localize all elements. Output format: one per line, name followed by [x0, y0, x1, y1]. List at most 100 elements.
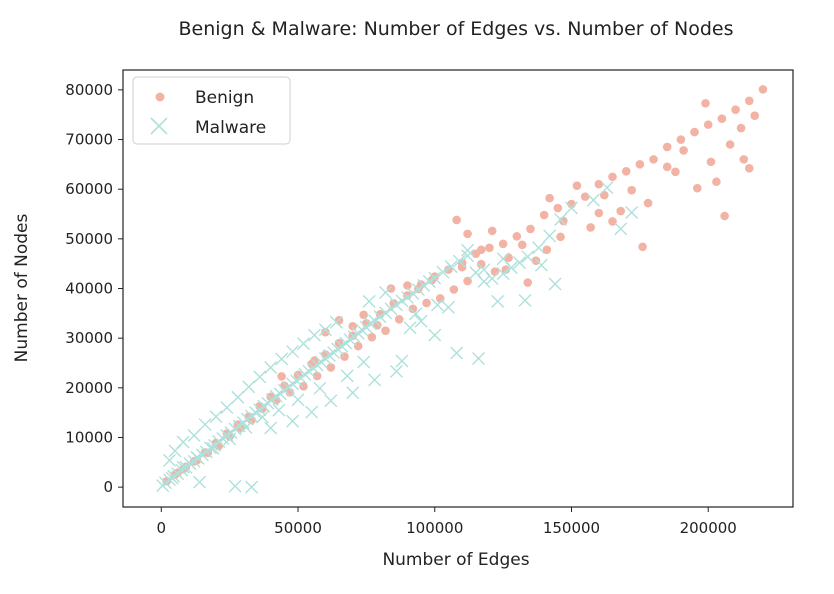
point-benign: [299, 382, 308, 391]
point-malware: [228, 479, 242, 493]
point-malware: [614, 222, 628, 236]
point-malware: [564, 201, 578, 215]
point-malware: [329, 315, 343, 329]
point-benign: [353, 341, 363, 351]
point-malware: [264, 360, 278, 374]
point-malware: [395, 354, 409, 368]
point-malware: [400, 290, 414, 304]
point-malware: [324, 394, 338, 408]
y-tick-label: 60000: [65, 180, 113, 198]
data-points: [156, 85, 768, 494]
legend-marker-malware: [150, 117, 168, 135]
point-benign: [476, 245, 486, 255]
x-tick-label: 150000: [543, 519, 600, 537]
point-benign: [690, 127, 699, 137]
point-benign: [277, 372, 286, 381]
y-tick-label: 30000: [65, 329, 113, 347]
point-malware: [220, 401, 234, 415]
point-malware: [389, 364, 403, 378]
point-malware: [600, 181, 614, 195]
point-malware: [193, 475, 207, 489]
point-benign: [403, 281, 412, 290]
point-benign: [348, 321, 358, 331]
point-benign: [736, 123, 746, 133]
point-malware: [362, 294, 376, 308]
point-malware: [417, 279, 431, 293]
point-malware: [625, 206, 639, 220]
point-benign: [580, 192, 590, 201]
y-tick-label: 80000: [65, 81, 113, 99]
y-tick-label: 70000: [65, 131, 113, 149]
point-benign: [394, 314, 404, 324]
point-malware: [286, 345, 300, 359]
point-benign: [523, 278, 533, 287]
point-benign: [367, 332, 377, 342]
point-benign: [485, 243, 494, 253]
point-malware: [477, 275, 491, 289]
point-malware: [165, 471, 179, 485]
point-malware: [286, 414, 300, 428]
point-malware: [162, 453, 176, 467]
point-malware: [496, 267, 510, 281]
point-malware: [346, 386, 360, 400]
point-benign: [457, 262, 467, 272]
point-malware: [414, 314, 428, 328]
point-benign: [310, 356, 319, 365]
series-malware: [156, 181, 639, 494]
point-benign: [553, 203, 563, 213]
point-malware: [450, 346, 464, 360]
point-benign: [386, 284, 396, 293]
point-benign: [463, 276, 472, 286]
point-malware: [272, 403, 286, 417]
point-benign: [487, 226, 497, 236]
point-benign: [643, 198, 653, 208]
point-malware: [411, 282, 425, 296]
y-tick-label: 40000: [65, 280, 113, 298]
point-benign: [326, 363, 336, 372]
point-malware: [513, 256, 527, 270]
x-tick-label: 200000: [680, 519, 737, 537]
y-tick-label: 50000: [65, 230, 113, 248]
legend-label-malware: Malware: [195, 118, 266, 138]
point-malware: [491, 294, 505, 308]
point-benign: [703, 120, 713, 129]
point-malware: [264, 421, 278, 435]
point-malware: [313, 381, 327, 395]
point-benign: [476, 259, 486, 269]
point-malware: [231, 390, 245, 404]
point-benign: [373, 320, 382, 330]
point-benign: [621, 167, 631, 176]
point-malware: [340, 369, 354, 383]
point-malware: [441, 300, 455, 314]
point-malware: [368, 314, 382, 328]
chart-title: Benign & Malware: Number of Edges vs. Nu…: [179, 18, 734, 40]
point-malware: [485, 272, 499, 286]
point-malware: [532, 241, 546, 255]
point-benign: [594, 208, 604, 218]
point-malware: [176, 460, 190, 474]
point-malware: [444, 260, 458, 274]
point-benign: [381, 326, 390, 336]
point-malware: [368, 373, 382, 387]
point-malware: [291, 393, 305, 407]
point-malware: [428, 271, 442, 285]
point-benign: [616, 206, 626, 216]
point-malware: [452, 254, 466, 268]
point-malware: [430, 298, 444, 312]
point-benign: [701, 98, 710, 108]
point-benign: [750, 111, 760, 120]
point-benign: [572, 181, 582, 191]
legend-marker-benign: [155, 92, 165, 102]
point-benign: [512, 232, 522, 241]
point-malware: [521, 250, 535, 264]
point-benign: [744, 96, 754, 106]
point-malware: [198, 418, 212, 432]
point-malware: [307, 328, 321, 342]
point-malware: [428, 328, 442, 342]
point-benign: [692, 183, 702, 193]
point-malware: [275, 352, 289, 366]
point-benign: [321, 327, 330, 337]
point-benign: [408, 304, 418, 314]
point-malware: [461, 243, 475, 257]
point-benign: [608, 172, 617, 182]
